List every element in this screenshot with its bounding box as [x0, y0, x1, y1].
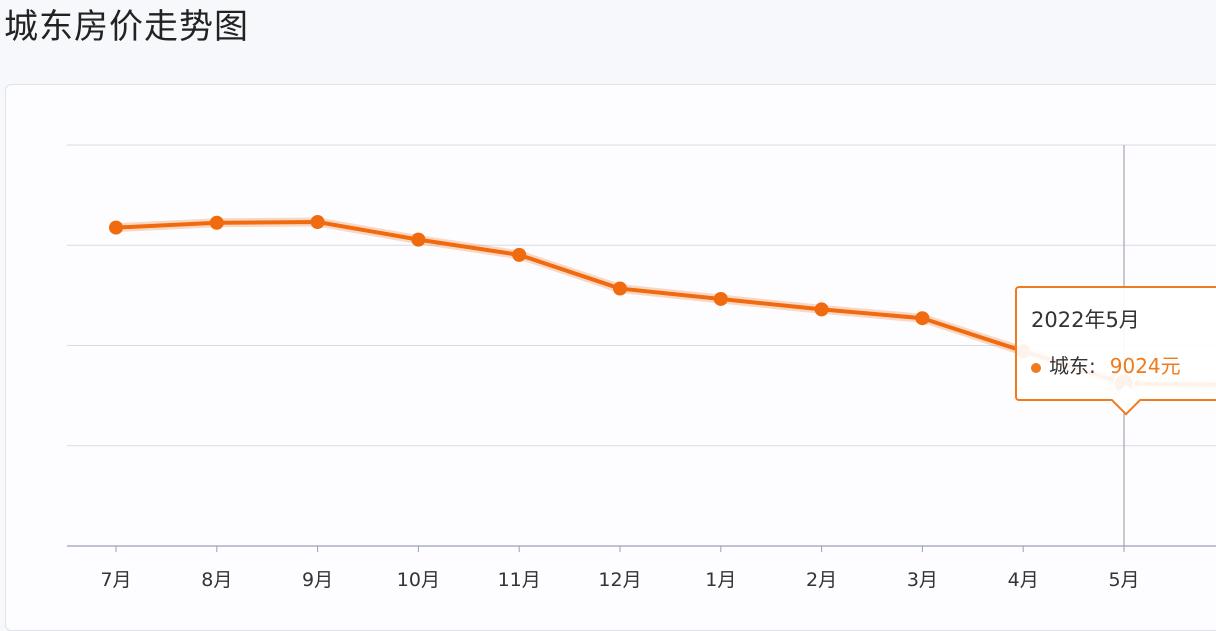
x-tick-labels: 7月8月9月10月11月12月1月2月3月4月5月6	[100, 569, 1139, 591]
data-point[interactable]	[613, 281, 627, 296]
series-dot-icon	[1031, 362, 1041, 373]
x-tick-label: 12月	[598, 569, 641, 591]
chart-card	[5, 84, 1216, 631]
x-tick-label: 2月	[806, 569, 837, 591]
x-tick-label: 4月	[1008, 569, 1039, 591]
x-axis	[67, 545, 1216, 552]
tooltip-row: 城东: 9024元	[1031, 350, 1216, 379]
x-tick-label: 9月	[302, 569, 333, 591]
tooltip-date: 2022年5月	[1031, 308, 1140, 332]
data-point[interactable]	[310, 214, 325, 229]
x-tick-label: 3月	[907, 569, 938, 591]
data-point[interactable]	[209, 215, 224, 230]
x-tick-label: 5月	[1108, 569, 1139, 591]
tooltip-value: 9024元	[1109, 354, 1181, 378]
data-point[interactable]	[713, 291, 728, 306]
x-tick-label: 11月	[498, 569, 541, 591]
x-tick-label: 1月	[705, 569, 736, 591]
data-point[interactable]	[109, 220, 123, 235]
tooltip-series-label: 城东:	[1049, 354, 1096, 378]
tooltip: 2022年5月 城东: 9024元	[1015, 286, 1216, 416]
data-point[interactable]	[915, 311, 930, 326]
data-point[interactable]	[814, 302, 829, 317]
x-tick-label: 10月	[397, 569, 440, 591]
data-point[interactable]	[411, 232, 426, 247]
data-point[interactable]	[512, 247, 527, 262]
x-tick-label: 7月	[100, 569, 131, 591]
page-title: 城东房价走势图	[4, 7, 249, 47]
x-tick-label: 8月	[201, 569, 232, 591]
